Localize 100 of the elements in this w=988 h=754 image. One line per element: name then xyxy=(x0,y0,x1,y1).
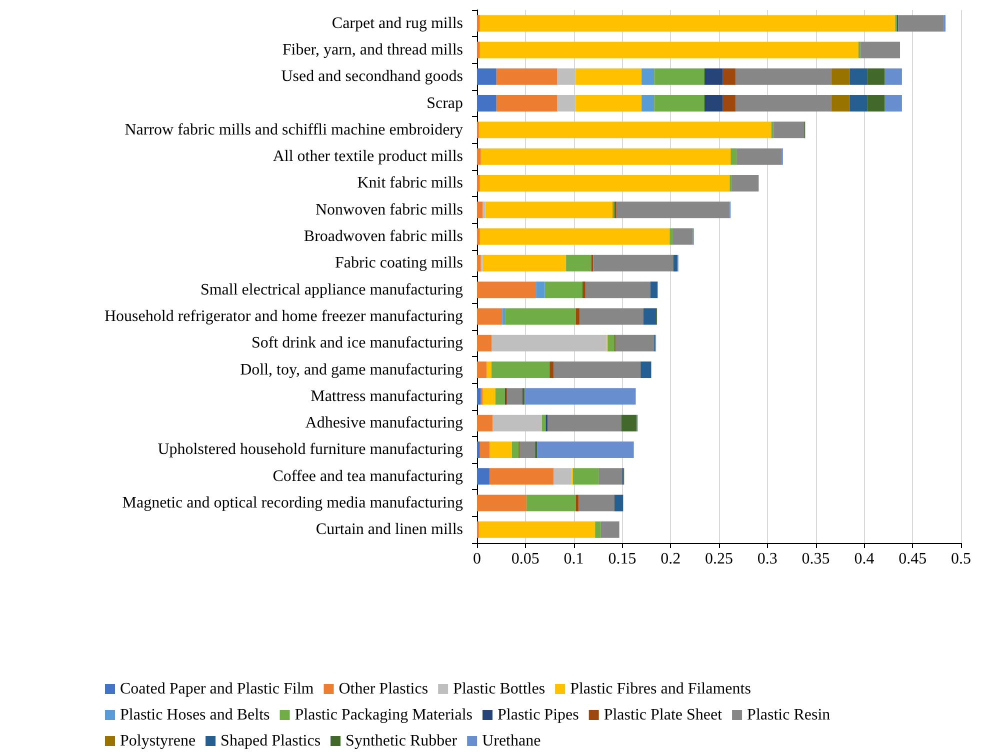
bar xyxy=(582,282,586,298)
bar xyxy=(615,334,654,352)
bar xyxy=(496,68,558,85)
bar xyxy=(507,388,522,405)
bar xyxy=(482,388,496,405)
x-tick-label: 0.25 xyxy=(705,550,733,568)
bar xyxy=(524,388,636,405)
bar xyxy=(480,228,670,245)
x-tick-label: 0.3 xyxy=(757,550,778,568)
bar xyxy=(537,441,634,458)
bar xyxy=(580,308,644,325)
bar xyxy=(585,282,650,298)
bar xyxy=(492,414,542,432)
bar xyxy=(477,388,481,405)
bar xyxy=(492,362,550,378)
y-tick-label: Small electrical appliance manufacturing xyxy=(200,281,463,298)
bar xyxy=(884,95,902,112)
bar xyxy=(576,95,642,112)
bar xyxy=(557,95,576,112)
legend-label: Polystyrene xyxy=(120,732,196,750)
legend-label: Plastic Hoses and Belts xyxy=(120,706,270,724)
bar xyxy=(598,468,622,485)
bar xyxy=(480,15,896,32)
legend-label: Other Plastics xyxy=(338,680,428,698)
bar xyxy=(722,95,736,112)
y-tick-label: Adhesive manufacturing xyxy=(305,414,463,432)
bar xyxy=(486,362,492,378)
y-tick-label: Fiber, yarn, and thread mills xyxy=(282,41,463,58)
bar xyxy=(600,521,620,538)
bar xyxy=(572,468,599,485)
bar xyxy=(621,414,637,432)
y-tick-label: Carpet and rug mills xyxy=(332,14,463,32)
bar xyxy=(578,494,614,512)
bar xyxy=(505,308,576,325)
x-tick-label: 0.35 xyxy=(802,550,830,568)
y-tick-label: All other textile product mills xyxy=(272,148,463,166)
y-tick-label: Broadwoven fabric mills xyxy=(304,228,463,246)
bar xyxy=(831,68,850,85)
bar xyxy=(773,122,804,138)
bar xyxy=(477,68,496,85)
bar xyxy=(477,42,480,58)
bar xyxy=(850,68,868,85)
bar xyxy=(477,414,492,432)
y-tick-label: Scrap xyxy=(426,94,463,112)
x-tick-label: 0.4 xyxy=(854,550,874,568)
bar xyxy=(654,95,704,112)
bar xyxy=(482,254,566,272)
y-tick-label: Knit fabric mills xyxy=(357,174,463,192)
legend-label: Coated Paper and Plastic Film xyxy=(120,680,314,698)
y-tick-label: Nonwoven fabric mills xyxy=(315,201,463,218)
bar xyxy=(502,308,506,325)
y-tick-label: Mattress manufacturing xyxy=(310,388,463,405)
x-tick-label: 0.5 xyxy=(951,550,971,568)
bar xyxy=(608,334,614,352)
bar xyxy=(850,95,868,112)
bar xyxy=(480,148,731,165)
bar xyxy=(616,202,730,218)
bar xyxy=(672,228,693,245)
bar xyxy=(576,494,579,512)
bar xyxy=(490,468,554,485)
bar xyxy=(642,68,654,85)
bar xyxy=(477,468,490,485)
bar xyxy=(477,202,483,218)
legend-label: Plastic Resin xyxy=(747,706,830,724)
y-tick-label: Doll, toy, and game manufacturing xyxy=(240,361,463,378)
bar xyxy=(722,68,736,85)
bar xyxy=(480,42,858,58)
bar xyxy=(557,68,576,85)
bar xyxy=(536,282,545,298)
bar xyxy=(736,148,782,165)
bar xyxy=(550,362,554,378)
bar xyxy=(480,174,730,192)
bar xyxy=(642,95,654,112)
bar xyxy=(595,521,601,538)
bar xyxy=(477,441,480,458)
bar xyxy=(478,122,772,138)
bar xyxy=(477,494,526,512)
y-tick-label: Narrow fabric mills and schiffli machine embroidery xyxy=(124,121,463,138)
legend-label: Shaped Plastics xyxy=(220,732,321,750)
bar xyxy=(486,202,613,218)
bar xyxy=(477,334,492,352)
bar xyxy=(831,95,850,112)
bar xyxy=(867,95,885,112)
bar xyxy=(730,148,736,165)
bar xyxy=(492,334,607,352)
bar xyxy=(512,441,519,458)
bar xyxy=(548,414,622,432)
bar xyxy=(860,42,900,58)
bar xyxy=(553,362,641,378)
bar xyxy=(496,95,558,112)
x-tick-label: 0.15 xyxy=(608,550,636,568)
bar xyxy=(553,468,572,485)
bar xyxy=(654,68,704,85)
bar xyxy=(704,95,723,112)
bar xyxy=(480,441,490,458)
y-tick-label: Soft drink and ice manufacturing xyxy=(252,334,463,352)
legend-label: Plastic Fibres and Filaments xyxy=(570,680,751,698)
bar xyxy=(735,95,832,112)
bar xyxy=(640,362,652,378)
legend-label: Synthetic Rubber xyxy=(346,732,458,750)
